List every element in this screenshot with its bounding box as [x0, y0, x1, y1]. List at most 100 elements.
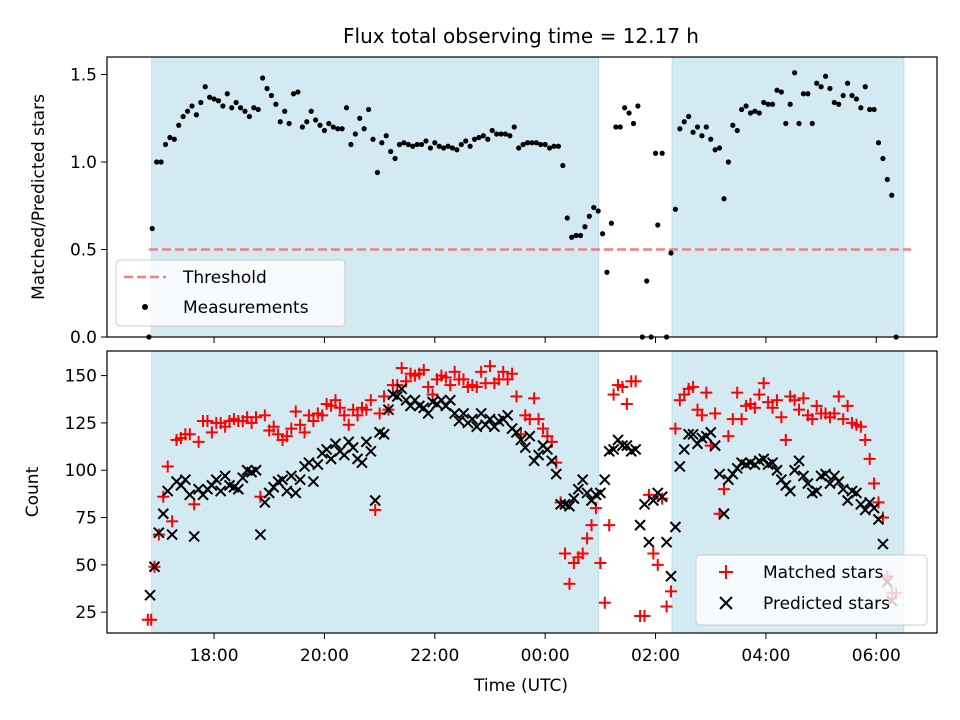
measurement-point	[604, 269, 610, 275]
matched-point	[607, 388, 620, 401]
matched-point	[338, 409, 351, 422]
matched-point	[559, 547, 572, 560]
matched-series	[141, 360, 903, 626]
measurements-series	[146, 70, 899, 340]
matched-point	[700, 386, 713, 399]
predicted-point	[819, 468, 832, 480]
measurement-point	[560, 162, 566, 169]
measurement-point	[681, 119, 687, 125]
measurement-point	[880, 155, 886, 162]
measurement-point	[295, 89, 301, 95]
legend-measurements-label: Measurements	[183, 298, 309, 318]
measurement-point	[814, 80, 820, 86]
predicted-point	[572, 483, 584, 495]
measurement-point	[317, 122, 323, 128]
matched-point	[289, 405, 302, 418]
matched-point	[868, 477, 881, 490]
measurement-point	[388, 148, 394, 155]
matched-point	[581, 532, 594, 545]
matched-point	[665, 585, 678, 598]
measurement-point	[831, 99, 837, 106]
predicted-point	[634, 519, 646, 531]
measurement-point	[255, 106, 261, 113]
measurement-point	[476, 134, 482, 141]
matched-point	[770, 394, 783, 407]
measurement-point	[520, 141, 526, 148]
measurement-point	[840, 92, 846, 99]
measurement-point	[853, 96, 860, 102]
measurement-point	[635, 103, 641, 109]
matched-point	[647, 547, 660, 560]
measurement-point	[405, 141, 411, 148]
shaded-window-1	[671, 56, 905, 338]
predicted-point	[276, 473, 289, 486]
predicted-point	[771, 464, 783, 476]
measurement-point	[699, 133, 705, 139]
predicted-point	[250, 464, 262, 476]
measurement-point	[494, 131, 500, 137]
measurement-point	[573, 232, 579, 239]
predicted-point	[793, 455, 805, 467]
predicted-point	[259, 496, 271, 509]
measurement-point	[348, 141, 354, 148]
measurement-point	[427, 145, 433, 151]
y-axis-label: Matched/Predicted stars	[29, 94, 49, 300]
matched-point	[731, 386, 744, 399]
y-tick-label: 25	[75, 603, 97, 623]
matched-point	[152, 528, 165, 541]
measurement-point	[747, 110, 754, 116]
measurement-point	[410, 143, 416, 149]
measurement-point	[630, 120, 637, 127]
measurement-point	[703, 124, 709, 130]
measurement-point	[800, 91, 807, 97]
predicted-point	[307, 475, 320, 488]
legend-predicted-swatch	[719, 596, 733, 610]
predicted-point	[519, 441, 532, 454]
predicted-point	[788, 464, 801, 476]
x-tick-label: 02:00	[631, 646, 680, 666]
measurement-point	[436, 143, 442, 149]
measurement-point	[264, 85, 270, 92]
x-tick-label: 00:00	[521, 646, 570, 666]
measurement-point	[423, 138, 429, 144]
matched-point	[285, 422, 298, 435]
matched-point	[258, 409, 271, 422]
measurement-point	[370, 136, 376, 142]
measurement-point	[237, 105, 244, 111]
matched-point	[422, 380, 435, 393]
measurement-point	[538, 141, 544, 148]
matched-point	[506, 367, 519, 380]
predicted-point	[219, 470, 231, 482]
y-tick-label: 0.0	[70, 328, 97, 348]
measurement-point	[730, 122, 736, 128]
measurement-point	[871, 106, 877, 113]
measurement-point	[282, 108, 288, 114]
measurement-point	[787, 101, 793, 107]
matched-point	[709, 407, 722, 420]
measurement-point	[774, 87, 780, 93]
measurement-point	[471, 136, 478, 142]
matched-point	[378, 390, 391, 403]
measurement-point	[796, 120, 802, 127]
predicted-point	[872, 513, 885, 526]
matched-point	[748, 401, 761, 414]
matched-point	[532, 413, 545, 426]
measurement-point	[273, 101, 279, 107]
matched-point	[183, 428, 196, 441]
predicted-point	[510, 426, 523, 439]
predicted-point	[237, 472, 249, 484]
matched-point	[616, 380, 629, 393]
predicted-point	[674, 460, 686, 473]
matched-point	[448, 365, 461, 378]
matched-point	[828, 407, 841, 420]
predicted-point	[210, 473, 222, 486]
measurement-point	[716, 145, 723, 151]
predicted-point	[550, 468, 562, 480]
matched-point	[598, 596, 611, 609]
measurement-point	[752, 108, 758, 114]
predicted-point	[546, 455, 558, 467]
measurement-point	[343, 105, 350, 111]
measurement-point	[769, 101, 776, 107]
measurement-point	[418, 141, 425, 148]
measurement-point	[379, 140, 385, 146]
